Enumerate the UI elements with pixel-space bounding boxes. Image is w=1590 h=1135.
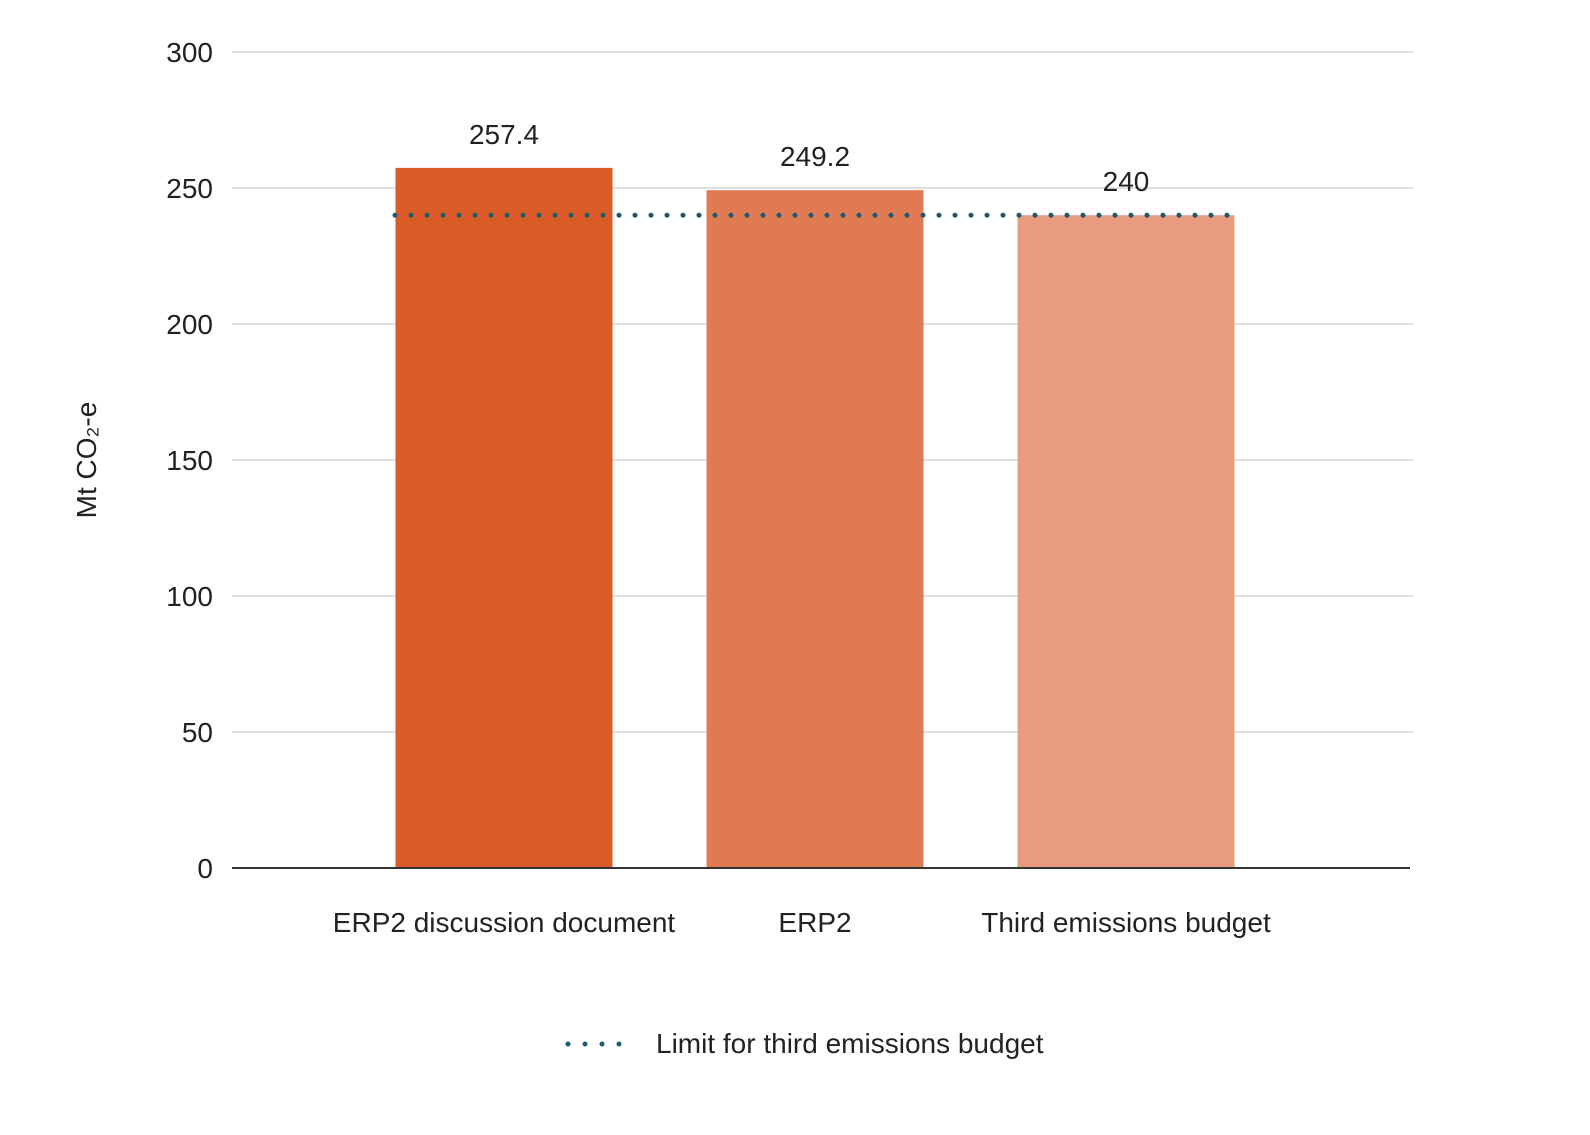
- y-tick-label: 0: [197, 853, 213, 884]
- bars: [395, 167, 1235, 868]
- data-labels: 257.4 249.2 240: [469, 119, 1149, 197]
- bar: [395, 167, 613, 868]
- y-tick-label: 200: [166, 309, 213, 340]
- data-label: 240: [1103, 166, 1150, 197]
- x-tick-label: ERP2: [778, 907, 851, 938]
- y-tick-label: 50: [182, 717, 213, 748]
- y-tick-label: 100: [166, 581, 213, 612]
- y-tick-label: 250: [166, 173, 213, 204]
- x-tick-label: Third emissions budget: [981, 907, 1271, 938]
- y-axis-label: Mt CO₂-e: [71, 402, 102, 519]
- y-tick-labels: 0 50 100 150 200 250 300: [166, 37, 213, 884]
- legend-label: Limit for third emissions budget: [656, 1028, 1044, 1059]
- bar: [1017, 215, 1235, 868]
- bar: [706, 190, 924, 868]
- data-label: 249.2: [780, 141, 850, 172]
- x-tick-label: ERP2 discussion document: [333, 907, 676, 938]
- legend: Limit for third emissions budget: [565, 1028, 1044, 1059]
- data-label: 257.4: [469, 119, 539, 150]
- y-tick-label: 150: [166, 445, 213, 476]
- y-tick-label: 300: [166, 37, 213, 68]
- x-tick-labels: ERP2 discussion document ERP2 Third emissi…: [333, 907, 1271, 938]
